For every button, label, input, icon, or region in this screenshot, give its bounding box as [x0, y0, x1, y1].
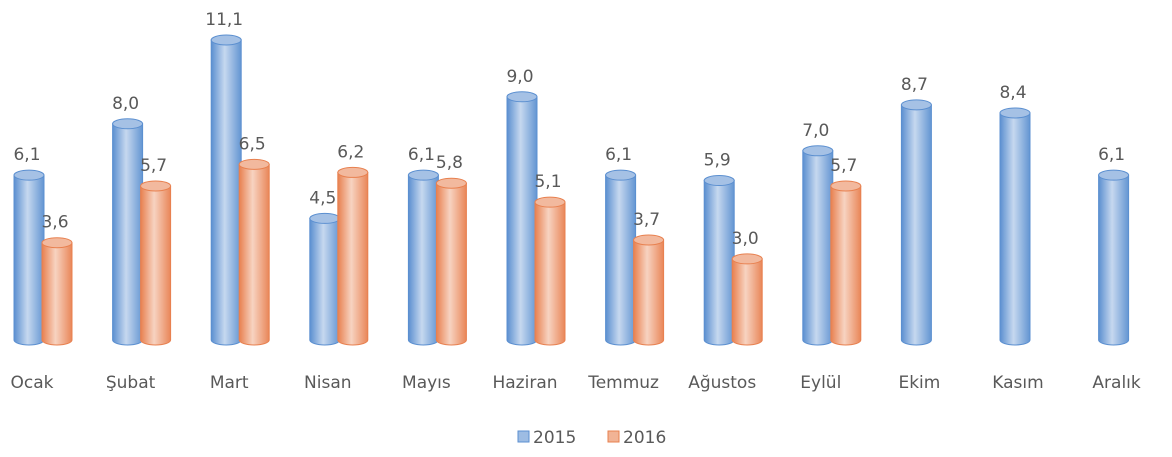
data-label: 4,5 [309, 188, 336, 208]
bar-top [605, 169, 637, 181]
x-tick-label: Ekim [898, 373, 940, 393]
data-label: 5,7 [140, 156, 167, 176]
data-label: 11,1 [205, 10, 243, 30]
bar-top [309, 212, 341, 224]
bar-top [731, 253, 763, 265]
bar [605, 174, 637, 346]
x-tick-label: Aralık [1092, 373, 1140, 393]
bar [506, 96, 538, 346]
data-label: 3,7 [633, 210, 660, 230]
bar-top [534, 196, 566, 208]
data-label: 6,1 [13, 145, 40, 165]
x-tick-label: Temmuz [587, 373, 659, 393]
bar [13, 174, 45, 346]
bar-top [802, 145, 834, 157]
x-tick-label: Eylül [800, 373, 841, 393]
bar-top [140, 180, 172, 192]
bar [309, 217, 341, 346]
bar [41, 242, 73, 346]
data-label: 6,1 [1098, 145, 1125, 165]
legend-swatch [607, 430, 620, 443]
data-label: 6,1 [408, 145, 435, 165]
bar [238, 163, 270, 346]
bar [900, 104, 932, 346]
data-label: 6,5 [239, 134, 266, 154]
x-tick-label: Kasım [992, 373, 1043, 393]
x-tick-label: Ocak [11, 373, 54, 393]
bar-top [633, 234, 665, 246]
x-tick-label: Ağustos [688, 373, 756, 393]
data-label: 6,2 [337, 142, 364, 162]
bar-top [506, 91, 538, 103]
data-label: 3,0 [732, 229, 759, 249]
bar [534, 201, 566, 346]
bar [407, 174, 439, 346]
data-label: 9,0 [506, 67, 533, 87]
x-tick-label: Mayıs [402, 373, 451, 393]
bar-top [238, 158, 270, 170]
data-label: 5,9 [704, 151, 731, 171]
legend-label: 2015 [533, 428, 576, 448]
legend-swatch [517, 430, 530, 443]
x-tick-label: Mart [210, 373, 249, 393]
legend-label: 2016 [623, 428, 666, 448]
bar-top [41, 237, 73, 249]
bar [210, 39, 242, 346]
bar-top [112, 118, 144, 130]
bar [1098, 174, 1130, 346]
bar-top [1098, 169, 1130, 181]
bar [802, 150, 834, 346]
data-label: 5,7 [830, 156, 857, 176]
bar [731, 258, 763, 346]
bar [140, 185, 172, 346]
data-label: 8,0 [112, 94, 139, 114]
data-label: 3,6 [41, 213, 68, 233]
bar [633, 239, 665, 346]
x-tick-label: Şubat [106, 373, 156, 393]
bar [435, 182, 467, 346]
data-label: 5,8 [436, 153, 463, 173]
bar-top [13, 169, 45, 181]
bar [999, 112, 1031, 346]
bar [830, 185, 862, 346]
bar [703, 180, 735, 346]
data-label: 5,1 [534, 172, 561, 192]
bar-top [210, 34, 242, 46]
x-tick-label: Nisan [304, 373, 352, 393]
bar-top [830, 180, 862, 192]
x-tick-label: Haziran [492, 373, 557, 393]
bar-top [407, 169, 439, 181]
data-label: 7,0 [802, 121, 829, 141]
data-label: 8,7 [901, 75, 928, 95]
data-label: 8,4 [999, 83, 1026, 103]
bar [112, 123, 144, 346]
bar [337, 171, 369, 346]
bar-top [703, 175, 735, 187]
data-label: 6,1 [605, 145, 632, 165]
bar-top [999, 107, 1031, 119]
bar-top [435, 177, 467, 189]
bar-top [337, 166, 369, 178]
bar-top [900, 99, 932, 111]
